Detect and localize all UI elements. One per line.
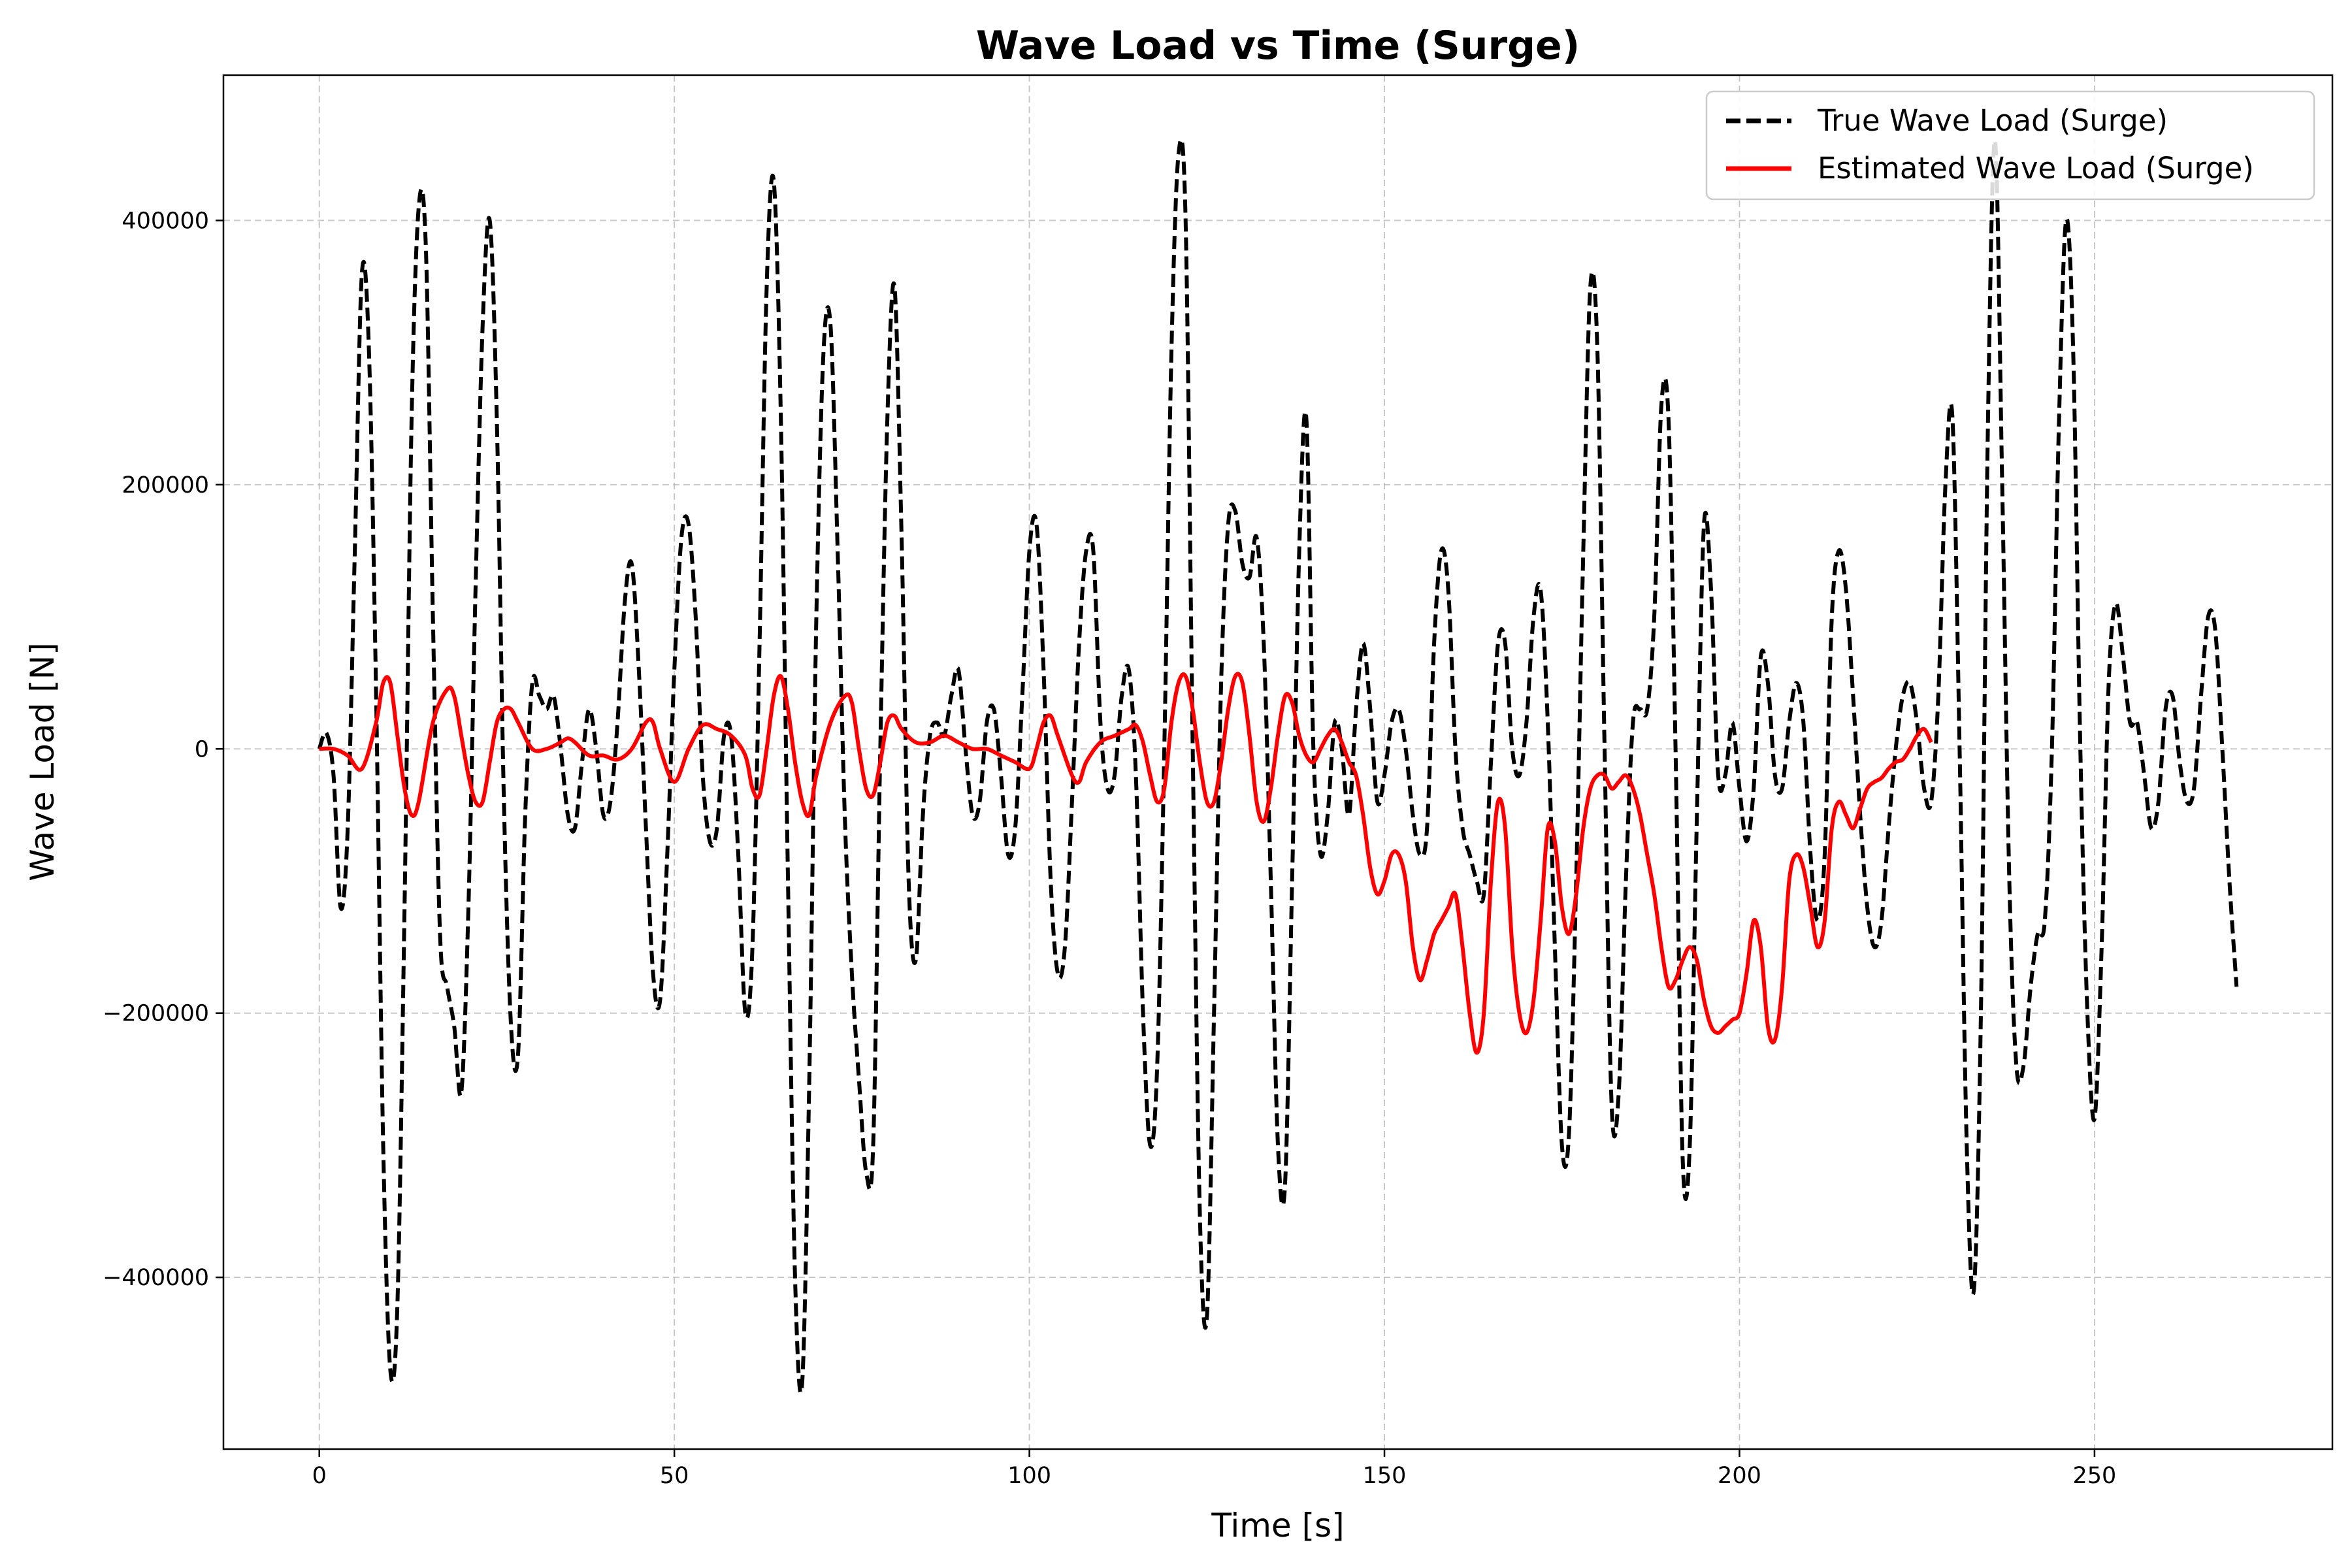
legend-label-true: True Wave Load (Surge) [1817,103,2168,138]
x-tick-label: 100 [1007,1463,1051,1489]
series-line-estimated-wave-load [319,672,1933,1055]
y-axis-label: Wave Load [N] [24,642,61,881]
chart-title: Wave Load vs Time (Surge) [976,23,1580,69]
x-axis-label: Time [s] [1211,1507,1344,1544]
series-line-true-wave-load [317,137,2239,1395]
x-tick-label: 150 [1363,1463,1407,1489]
tick-layer: 0 50 100 150 200 250 −400000 −200000 0 200000 4000… [103,208,2116,1489]
x-tick-label: 250 [2072,1463,2116,1489]
legend: True Wave Load (Surge) Estimated Wave Lo… [1705,90,2315,201]
y-tick-label: 200000 [122,472,209,498]
y-tick-label: 400000 [122,208,209,234]
legend-label-estimated: Estimated Wave Load (Surge) [1818,151,2254,186]
x-tick-label: 50 [660,1463,689,1489]
legend-box [1705,90,2315,201]
y-tick-label: −200000 [103,1001,209,1027]
x-tick-label: 0 [312,1463,327,1489]
x-tick-label: 200 [1718,1463,1761,1489]
y-tick-label: −400000 [103,1265,209,1291]
y-tick-label: 0 [195,736,209,762]
plot-frame [222,74,2334,1450]
series-layer [317,137,2239,1395]
